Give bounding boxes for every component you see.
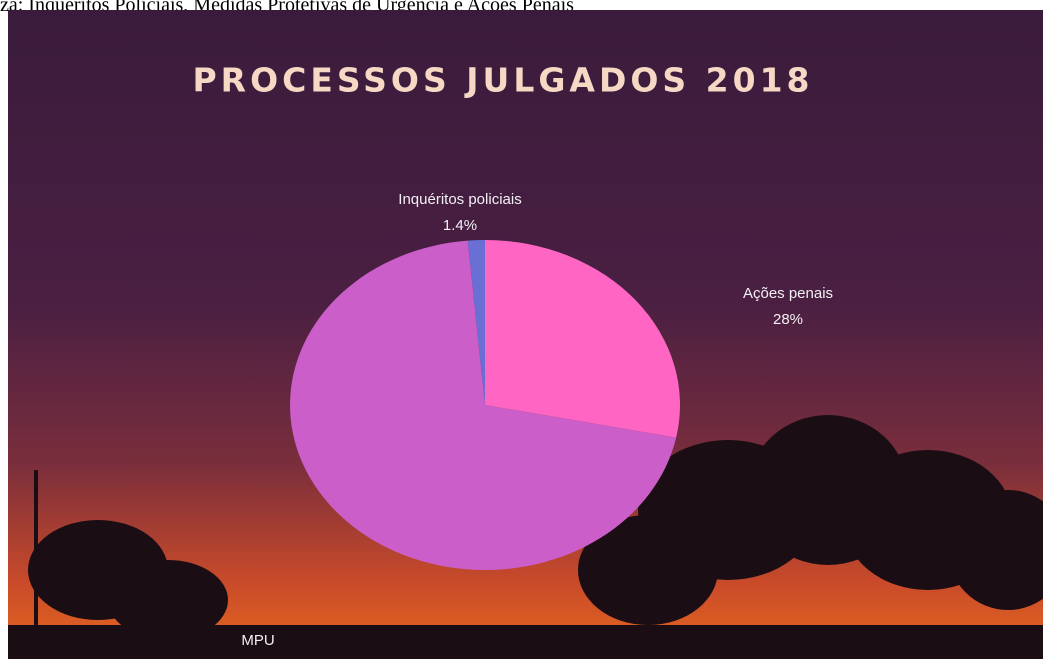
- slice-value-label: 1.4%: [443, 217, 477, 234]
- chart-title: PROCESSOS JULGADOS 2018: [192, 61, 813, 100]
- chart: PROCESSOS JULGADOS 2018 Ações penais 28% M…: [8, 10, 1043, 659]
- slice-value-label: 28%: [773, 311, 803, 328]
- slice-label: Inquéritos policiais: [398, 191, 521, 208]
- page: za: Inquéritos Policiais, Medidas Protet…: [0, 0, 1043, 659]
- slice-label: Ações penais: [743, 285, 833, 302]
- slice-label: MPU: [241, 632, 274, 649]
